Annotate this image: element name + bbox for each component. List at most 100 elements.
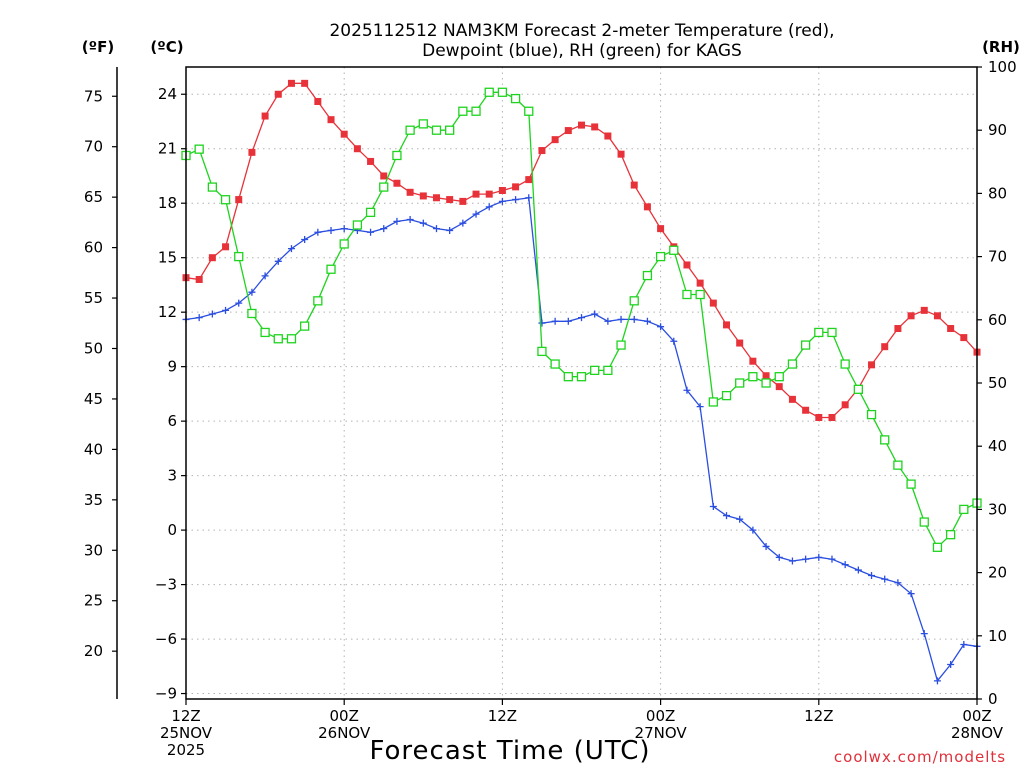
celsius-tick-label: 6	[167, 412, 177, 430]
temperature-point	[736, 339, 744, 347]
rh-point	[906, 479, 916, 489]
rh-point	[787, 359, 798, 369]
dewpoint-point	[485, 203, 493, 211]
fahrenheit-tick-label: 30	[84, 541, 103, 559]
dewpoint-point	[274, 257, 282, 265]
rh-point	[840, 359, 850, 369]
rh-point	[484, 87, 494, 97]
rh-tick-label: 20	[988, 564, 1007, 582]
x-tick-label: 2025	[167, 741, 205, 759]
rh-unit-label: (RH)	[982, 38, 1020, 56]
temperature-point	[195, 275, 203, 283]
fahrenheit-tick-label: 25	[84, 592, 103, 610]
rh-point	[313, 296, 323, 306]
x-tick-label: 00Z	[646, 707, 675, 725]
rh-tick-label: 100	[988, 58, 1017, 76]
dewpoint-point	[933, 677, 941, 685]
fahrenheit-tick-label: 45	[84, 390, 103, 408]
temperature-point	[775, 383, 783, 391]
dewpoint-point	[380, 225, 388, 233]
rh-point	[959, 504, 969, 515]
temperature-point	[683, 261, 691, 269]
temperature-point	[578, 121, 585, 129]
temperature-point	[762, 372, 770, 380]
temperature-point	[274, 90, 282, 98]
temperature-point	[643, 203, 651, 211]
rh-series	[181, 87, 982, 552]
dewpoint-point	[512, 196, 520, 204]
dewpoint-point	[564, 317, 572, 325]
temperature-point	[512, 183, 520, 191]
fahrenheit-tick-label: 40	[84, 440, 103, 458]
rh-point	[893, 460, 903, 470]
temperature-point	[881, 343, 889, 351]
rh-tick-label: 30	[988, 500, 1007, 518]
temperature-point	[525, 176, 533, 184]
dewpoint-point	[446, 226, 454, 234]
temperature-point	[630, 181, 638, 189]
dewpoint-point	[301, 236, 309, 244]
dewpoint-point	[235, 299, 243, 307]
temperature-point	[749, 357, 757, 365]
temperature-point	[353, 145, 361, 153]
plot-frame	[185, 66, 978, 700]
dewpoint-point	[749, 526, 757, 534]
dewpoint-point	[393, 217, 401, 225]
rh-point	[194, 144, 204, 154]
temperature-point	[657, 225, 665, 233]
dewpoint-point	[419, 219, 427, 227]
rh-point	[365, 207, 376, 218]
rh-tick-label: 70	[988, 248, 1007, 266]
temperature-point	[446, 196, 454, 204]
dewpoint-point	[788, 557, 796, 565]
temperature-point	[472, 190, 480, 198]
temperature-point	[868, 361, 876, 369]
x-tick-label: 00Z	[330, 707, 359, 725]
dewpoint-point	[261, 272, 269, 280]
dewpoint-point	[854, 566, 862, 574]
rh-point	[761, 378, 771, 388]
temperature-point	[485, 190, 493, 198]
temperature-series	[182, 79, 981, 422]
temperature-point	[380, 172, 388, 180]
dewpoint-point	[591, 310, 599, 318]
rh-point	[550, 359, 560, 369]
dewpoint-point	[683, 386, 691, 394]
x-axis-title: Forecast Time (UTC)	[369, 736, 650, 766]
celsius-tick-label: 12	[158, 303, 177, 321]
celsius-tick-label: 9	[167, 358, 177, 376]
x-tick-label: 28NOV	[951, 724, 1004, 742]
temperature-point	[920, 306, 928, 314]
temperature-point	[432, 194, 440, 202]
dewpoint-point	[802, 555, 810, 563]
dewpoint-point	[617, 315, 625, 323]
fahrenheit-tick-label: 60	[84, 239, 103, 257]
fahrenheit-tick-label: 70	[84, 138, 103, 156]
title-line-1: 2025112512 NAM3KM Forecast 2-meter Tempe…	[329, 21, 834, 41]
dewpoint-point	[709, 502, 717, 510]
x-tick-label: 26NOV	[318, 724, 371, 742]
celsius-tick-label: −3	[155, 576, 177, 594]
celsius-unit-label: (ºC)	[150, 38, 183, 56]
rh-point	[260, 327, 270, 338]
fahrenheit-tick-label: 55	[84, 289, 103, 307]
rh-point	[286, 334, 297, 344]
rh-point	[379, 182, 389, 192]
dewpoint-point	[551, 317, 559, 325]
temperature-point	[314, 98, 322, 106]
rh-point	[932, 542, 943, 552]
temperature-point	[419, 192, 427, 200]
dewpoint-series	[182, 194, 981, 685]
rh-point	[537, 346, 547, 357]
rh-tick-label: 10	[988, 627, 1007, 645]
dewpoint-point	[459, 219, 467, 227]
rh-point	[695, 289, 705, 300]
rh-point	[800, 340, 811, 350]
temperature-point	[538, 147, 546, 155]
dewpoint-point	[947, 660, 955, 668]
rh-point	[814, 327, 824, 338]
chart-title: 2025112512 NAM3KM Forecast 2-meter Tempe…	[329, 21, 834, 61]
rh-point	[247, 308, 257, 319]
rh-point	[708, 397, 718, 407]
